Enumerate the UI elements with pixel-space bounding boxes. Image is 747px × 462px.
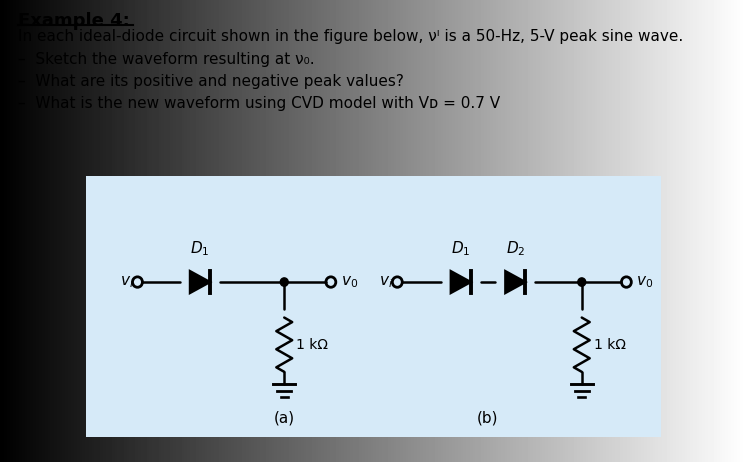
Polygon shape — [451, 271, 471, 293]
Text: $v_0$: $v_0$ — [337, 274, 359, 290]
Text: 1 kΩ: 1 kΩ — [296, 338, 328, 352]
Text: $D_2$: $D_2$ — [506, 239, 525, 258]
Text: (b): (b) — [477, 410, 498, 426]
Text: –  What are its positive and negative peak values?: – What are its positive and negative pea… — [18, 74, 404, 89]
Text: $v_i$: $v_i$ — [120, 274, 134, 290]
Text: $D_1$: $D_1$ — [190, 239, 210, 258]
Polygon shape — [506, 271, 525, 293]
Text: In each ideal-diode circuit shown in the figure below, νᴵ is a 50-Hz, 5-V peak s: In each ideal-diode circuit shown in the… — [18, 29, 684, 44]
Text: –  Sketch the waveform resulting at ν₀.: – Sketch the waveform resulting at ν₀. — [18, 52, 314, 67]
Text: $v_i$: $v_i$ — [379, 274, 394, 290]
Text: $v_0$: $v_0$ — [632, 274, 654, 290]
Circle shape — [577, 278, 586, 286]
Text: 1 kΩ: 1 kΩ — [594, 338, 626, 352]
Text: $D_1$: $D_1$ — [451, 239, 471, 258]
Text: –  What is the new waveform using CVD model with Vᴅ = 0.7 V: – What is the new waveform using CVD mod… — [18, 97, 500, 111]
Circle shape — [280, 278, 288, 286]
Polygon shape — [190, 271, 210, 293]
Text: (a): (a) — [273, 410, 295, 426]
Text: Example 4:: Example 4: — [18, 12, 130, 30]
